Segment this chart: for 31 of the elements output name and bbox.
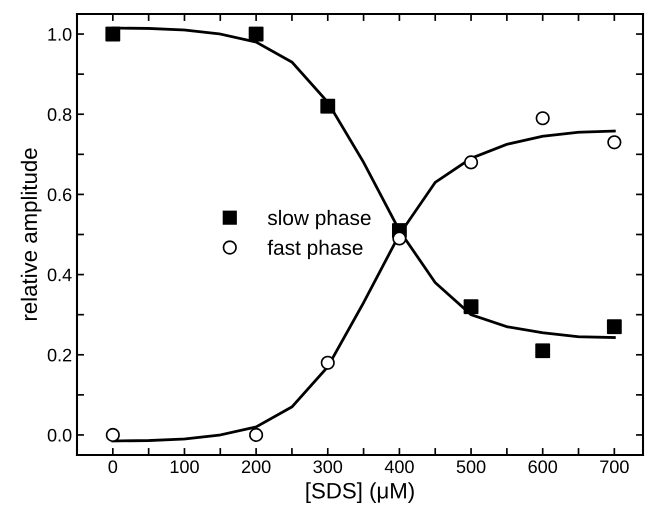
point bbox=[392, 231, 406, 246]
y-tick-label: 0.4 bbox=[48, 268, 72, 282]
point bbox=[248, 26, 264, 42]
y-tick-label: 1.0 bbox=[48, 28, 72, 41]
y-tick-label: 0.2 bbox=[48, 348, 72, 362]
legend-label: fast phase bbox=[268, 240, 362, 260]
point bbox=[320, 98, 336, 114]
point bbox=[464, 155, 478, 170]
point bbox=[320, 356, 335, 370]
x-tick-label: 400 bbox=[384, 460, 414, 474]
y-tick-label: 0.6 bbox=[48, 188, 72, 202]
point bbox=[464, 299, 478, 314]
x-tick-label: 500 bbox=[456, 460, 486, 474]
point bbox=[607, 135, 622, 150]
point bbox=[105, 26, 120, 42]
x-axis-title: [SDS] (μM) bbox=[306, 482, 414, 503]
point bbox=[536, 111, 550, 126]
x-tick-label: 600 bbox=[528, 460, 558, 474]
x-tick-label: 300 bbox=[313, 460, 342, 474]
x-tick-label: 100 bbox=[170, 460, 199, 474]
x-tick-label: 200 bbox=[242, 460, 270, 474]
point bbox=[249, 428, 264, 442]
point bbox=[535, 343, 550, 358]
legend-label: slow phase bbox=[268, 210, 371, 230]
x-tick-label: 0 bbox=[108, 460, 118, 474]
point bbox=[106, 428, 120, 442]
y-axis-title: relative amplitude bbox=[20, 148, 42, 320]
x-tick-label: 700 bbox=[600, 460, 629, 474]
y-tick-label: 0.8 bbox=[48, 108, 72, 121]
point bbox=[606, 319, 622, 334]
y-tick-label: 0.0 bbox=[48, 428, 72, 442]
